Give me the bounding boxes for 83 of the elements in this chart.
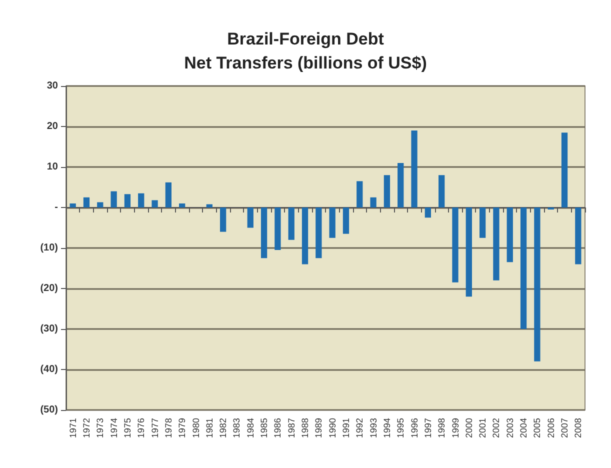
- bar: [206, 204, 212, 208]
- bar: [384, 175, 390, 208]
- x-tick-label: 1993: [368, 418, 378, 438]
- bar: [356, 181, 363, 208]
- y-tick-label: 10: [46, 162, 58, 172]
- bar: [411, 130, 418, 208]
- x-tick-label: 2008: [573, 418, 584, 438]
- bar: [534, 208, 540, 362]
- x-tick-label: 2001: [478, 418, 488, 438]
- bar: [466, 208, 472, 297]
- x-tick-label: 1992: [354, 418, 365, 438]
- x-tick-label: 2004: [518, 418, 529, 438]
- x-tick-label: 2006: [546, 418, 556, 438]
- bar: [506, 208, 513, 262]
- x-tick-label: 1991: [340, 418, 351, 438]
- x-tick-label: 1977: [150, 418, 160, 438]
- bar: [179, 203, 186, 208]
- bar: [152, 200, 158, 208]
- bar: [479, 208, 486, 238]
- bar: [575, 208, 582, 264]
- y-tick-label: (50): [40, 404, 58, 416]
- x-tick-label: 1974: [108, 418, 119, 438]
- bar: [220, 208, 226, 232]
- bar: [438, 175, 445, 208]
- bar: [342, 208, 350, 234]
- bar: [110, 191, 117, 208]
- y-tick-label: (40): [40, 364, 58, 375]
- bar: [398, 162, 404, 208]
- bar: [520, 208, 527, 329]
- x-tick-label: 2000: [464, 418, 474, 438]
- x-tick-label: 2003: [504, 418, 515, 438]
- x-tick-label: 1998: [436, 418, 447, 438]
- y-tick-label: (20): [40, 283, 58, 294]
- y-tick-label: (10): [40, 242, 58, 254]
- bar: [138, 193, 144, 208]
- x-tick-label: 1975: [122, 418, 132, 438]
- bar: [329, 208, 336, 238]
- x-tick-label: 1978: [163, 418, 174, 438]
- x-tick-label: 1985: [259, 418, 270, 438]
- bar: [274, 208, 281, 250]
- bar: [561, 132, 568, 208]
- bar: [370, 197, 376, 208]
- x-tick-label: 2005: [532, 418, 542, 438]
- bar: [97, 202, 104, 208]
- bar: [83, 197, 90, 208]
- x-tick-label: 1973: [95, 418, 106, 438]
- bar: [316, 208, 322, 258]
- x-tick-label: 1988: [300, 418, 310, 438]
- x-tick-label: 1982: [218, 418, 228, 438]
- bar: [124, 194, 131, 208]
- x-tick-label: 1971: [68, 418, 78, 438]
- bar: [424, 208, 432, 218]
- x-tick-label: 1972: [81, 418, 92, 438]
- x-tick-label: 2007: [560, 418, 570, 438]
- bar: [302, 208, 308, 264]
- bar: [452, 208, 458, 282]
- y-tick-label: 20: [46, 121, 58, 132]
- x-tick-label: 1984: [245, 418, 256, 438]
- bar: [288, 208, 294, 240]
- x-tick-label: 1989: [314, 418, 324, 438]
- x-tick-label: 1976: [136, 418, 146, 438]
- x-tick-label: 1987: [286, 418, 296, 438]
- bar: [165, 182, 172, 208]
- bar: [493, 208, 500, 280]
- x-tick-label: 1995: [396, 418, 406, 438]
- chart-title: Brazil-Foreign Debt Net Transfers (billions of US$): [184, 30, 427, 72]
- x-tick-label: 1986: [272, 418, 283, 438]
- y-tick-label: -: [54, 202, 58, 213]
- x-tick-label: 1996: [409, 418, 420, 438]
- y-tick-label: 30: [46, 80, 58, 92]
- x-tick-label: 1994: [382, 418, 392, 438]
- x-tick-label: 1983: [232, 418, 242, 438]
- x-tick-label: 1979: [177, 418, 188, 438]
- x-tick-label: 2002: [491, 418, 502, 438]
- bar: [260, 208, 268, 258]
- x-tick-label: 1999: [450, 418, 460, 438]
- bar: [247, 208, 254, 228]
- x-tick-label: 1997: [422, 418, 433, 438]
- x-tick-label: 1980: [190, 418, 201, 438]
- y-tick-label: (30): [40, 324, 58, 334]
- x-tick-label: 1990: [327, 418, 338, 438]
- x-tick-label: 1981: [204, 418, 214, 438]
- bar: [70, 203, 76, 208]
